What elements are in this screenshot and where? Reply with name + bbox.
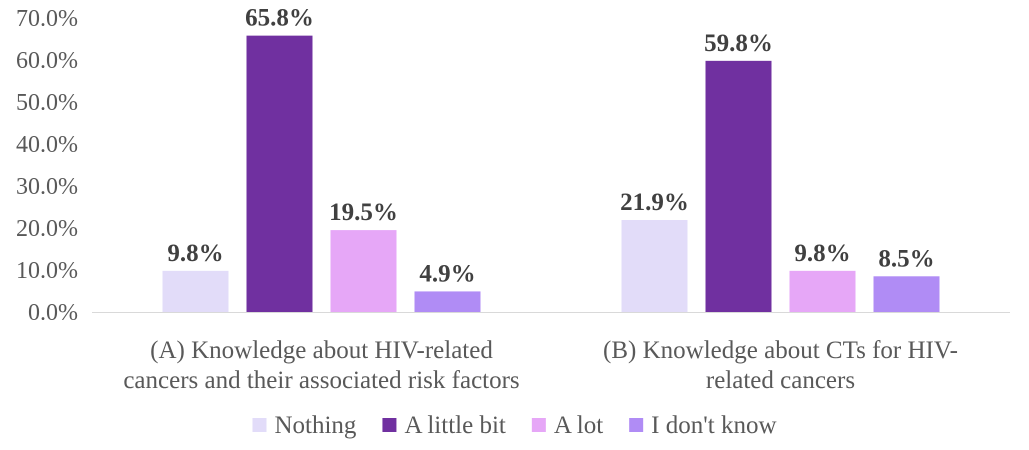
y-axis-ticks: 0.0% 10.0% 20.0% 30.0% 40.0% 50.0% 60.0% 70.0% [16, 6, 78, 326]
legend-swatch-a-little-bit [382, 418, 397, 432]
legend-swatch-a-lot [531, 418, 546, 432]
legend-swatch-nothing [252, 418, 267, 432]
data-label: 9.8% [794, 240, 850, 267]
bar-a-lot-0 [330, 230, 397, 312]
data-label: 65.8% [245, 5, 314, 32]
category-label: related cancers [706, 367, 855, 394]
legend-label-nothing: Nothing [274, 412, 356, 439]
bar-i-don-t-know-0 [414, 291, 481, 312]
legend-swatch-i-don-t-know [629, 418, 644, 432]
data-label: 59.8% [704, 30, 773, 57]
y-tick-label: 30.0% [16, 174, 78, 200]
y-tick-label: 10.0% [16, 258, 78, 284]
category-labels: (A) Knowledge about HIV-related cancers a… [123, 337, 958, 394]
bar-i-don-t-know-1 [873, 276, 940, 312]
legend-label-i-don-t-know: I don't know [651, 412, 776, 439]
bar-nothing-1 [621, 220, 688, 312]
y-tick-label: 40.0% [16, 132, 78, 158]
bar-a-little-bit-1 [705, 60, 772, 313]
category-label: (A) Knowledge about HIV-related [150, 337, 493, 364]
bar-a-lot-1 [789, 270, 856, 312]
data-label: 8.5% [878, 245, 934, 272]
data-label: 21.9% [620, 189, 689, 216]
y-tick-label: 50.0% [16, 90, 78, 116]
bar-nothing-0 [162, 270, 229, 312]
bar-a-little-bit-0 [246, 35, 313, 312]
y-tick-label: 60.0% [16, 48, 78, 74]
y-tick-label: 20.0% [16, 216, 78, 242]
data-labels: 9.8% 65.8% 19.5% 4.9% 21.9% 59.8% 9.8% 8.5% [167, 5, 934, 288]
category-label: (B) Knowledge about CTs for HIV- [603, 337, 958, 364]
y-tick-label: 70.0% [16, 6, 78, 32]
bars [162, 35, 940, 313]
legend: Nothing A little bit A lot I don't know [252, 412, 777, 439]
data-label: 9.8% [167, 240, 223, 267]
y-tick-label: 0.0% [28, 300, 78, 326]
data-label: 19.5% [329, 199, 398, 226]
category-label: cancers and their associated risk factor… [123, 367, 519, 394]
legend-label-a-lot: A lot [554, 412, 603, 439]
data-label: 4.9% [419, 260, 475, 287]
legend-label-a-little-bit: A little bit [404, 412, 505, 439]
